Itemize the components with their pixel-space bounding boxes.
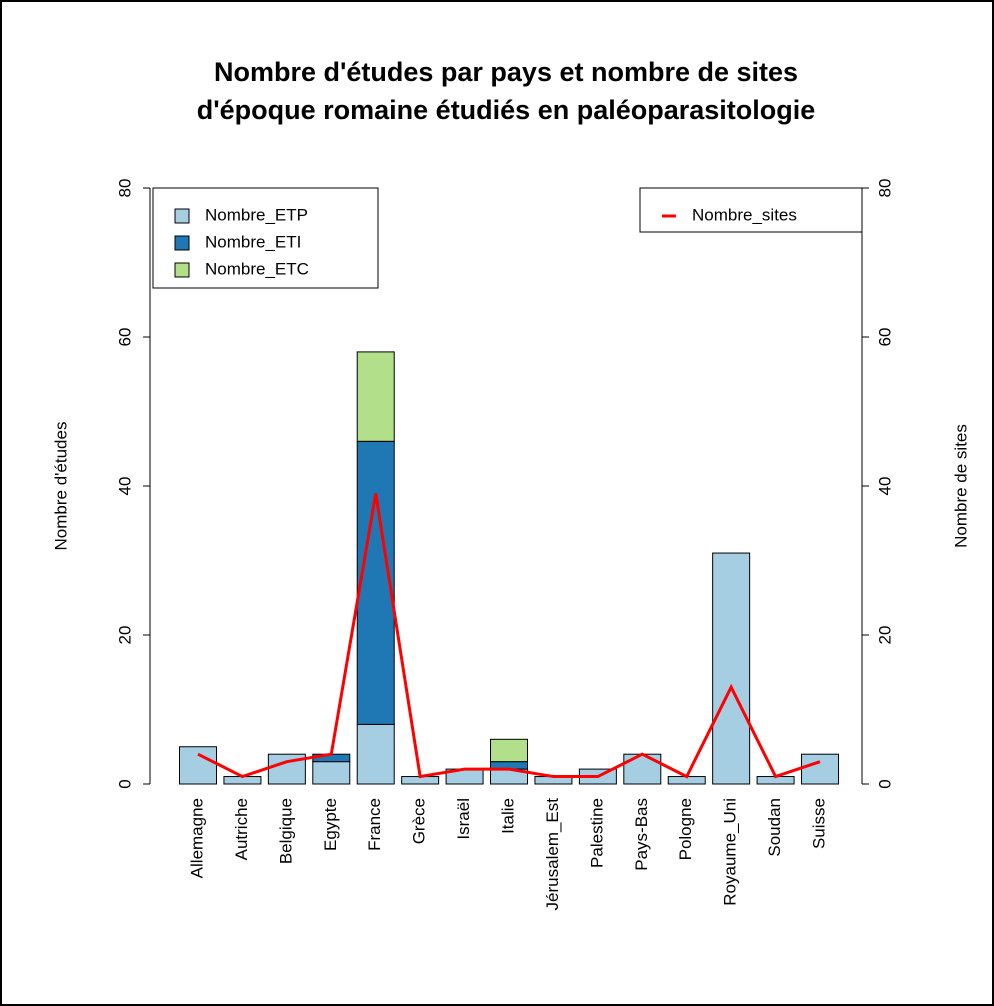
line [197,493,821,779]
legend-swatch [174,235,190,251]
legend-swatch [174,208,190,224]
y-tick-label: 0 [115,779,134,788]
x-tick-label: Autriche [232,798,251,860]
legend-label: Nombre_ETP [205,205,308,224]
legend-label: Nombre_ETI [205,232,301,251]
x-tick-label: France [365,798,384,851]
y2-tick-label: 20 [875,626,894,645]
legend-label: Nombre_ETC [205,259,309,278]
bar [490,738,529,763]
bar [179,746,217,785]
y-axis-title: Nombre d'études [51,422,70,551]
x-tick-label: Belgique [276,798,295,864]
chart-title: d'époque romaine étudiés en paléoparasit… [197,95,816,125]
x-tick-label: Jérusalem_Est [543,798,562,911]
x-tick-label: Egypte [321,798,340,851]
legend-box [639,187,863,233]
bar [801,753,840,785]
x-tick-label: Soudan [765,798,784,857]
legend-label: Nombre_sites [692,205,797,224]
y2-tick-label: 40 [875,477,894,496]
y-tick-label: 80 [115,179,134,198]
y2-tick-label: 80 [875,179,894,198]
x-tick-label: Allemagne [187,798,206,878]
x-tick-label: Royaume_Uni [721,798,740,906]
chart-title: Nombre d'études par pays et nombre de si… [214,57,798,87]
legend-box [152,187,379,289]
y2-tick-label: 0 [875,779,894,788]
x-tick-label: Pologne [676,798,695,860]
x-tick-label: Israël [454,798,473,840]
bar [312,761,351,785]
y2-axis-title: Nombre de sites [951,424,970,548]
bar [712,552,751,785]
y-tick-label: 40 [115,477,134,496]
bar [356,723,395,785]
bar [356,440,395,725]
y2-tick-label: 60 [875,328,894,347]
y-tick-label: 60 [115,328,134,347]
x-tick-label: Pays-Bas [632,798,651,871]
legend-swatch [174,262,190,278]
bar [623,753,662,785]
x-tick-label: Grèce [410,798,429,844]
x-tick-label: Palestine [587,798,606,868]
x-tick-label: Suisse [810,798,829,849]
x-tick-label: Italie [498,798,517,834]
y-tick-label: 20 [115,626,134,645]
bar [356,351,395,442]
